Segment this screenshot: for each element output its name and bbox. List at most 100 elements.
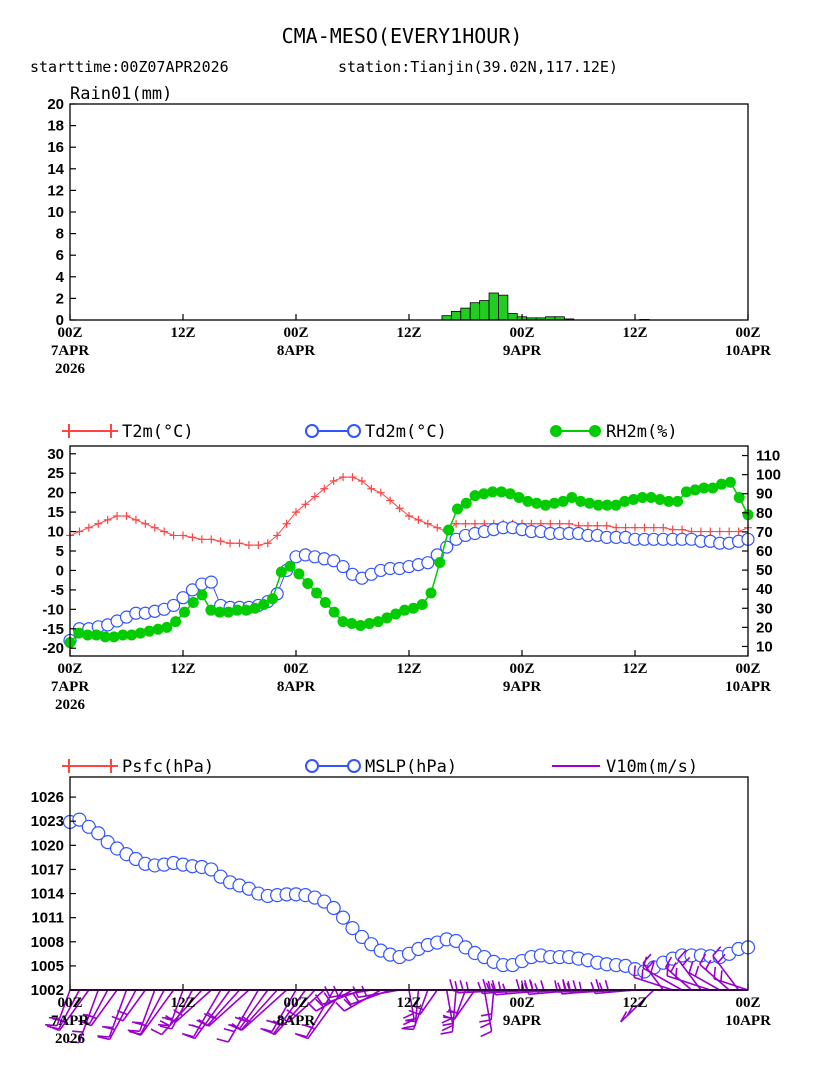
- legend-rh2m-label: RH2m(%): [606, 422, 678, 442]
- t2m-point: [141, 519, 150, 528]
- t2m-point: [84, 523, 93, 532]
- x-tick-year: 2026: [55, 361, 86, 377]
- y-tick-label: 1023: [31, 813, 64, 830]
- wind-barb-flag: [263, 1028, 276, 1036]
- rh2m-point: [267, 593, 279, 605]
- rain-bar: [460, 307, 471, 321]
- y2-tick-label: 40: [756, 581, 773, 598]
- rh2m-point: [434, 556, 446, 568]
- wind-barb-shaft: [665, 966, 693, 991]
- rh2m-point: [187, 597, 199, 609]
- wind-barb-flag: [207, 1012, 218, 1020]
- wind-barb-flag: [633, 965, 636, 978]
- x-tick-year: 2026: [55, 697, 86, 713]
- mslp-point: [354, 929, 370, 945]
- t2m-point: [405, 512, 413, 520]
- rh2m-point: [619, 495, 631, 507]
- mslp-point: [91, 826, 106, 841]
- wind-barb-flag: [694, 965, 700, 977]
- wind-barb-flag: [314, 994, 324, 1005]
- x-tick-year: 2026: [55, 1031, 86, 1047]
- wind-barb-flag: [216, 1038, 229, 1043]
- t2m-point: [640, 523, 649, 532]
- wind-barb-flag: [203, 1012, 215, 1020]
- t2m-point: [696, 527, 705, 536]
- y-tick-label: 18: [47, 118, 64, 135]
- wind-barb-shaft: [240, 989, 278, 1031]
- wind-barb-flag: [515, 978, 521, 991]
- wind-barb-shaft: [238, 989, 269, 1030]
- rh2m-point: [99, 631, 111, 643]
- wind-barb-shaft: [713, 978, 749, 991]
- x-tick-label: 00Z: [283, 325, 308, 341]
- x-tick-label: 12Z: [396, 995, 421, 1011]
- rh2m-point: [522, 495, 534, 507]
- y-tick-label: 20: [47, 485, 64, 502]
- wind-barb-flag: [117, 1009, 128, 1016]
- legend-mslp-label: MSLP(hPa): [365, 757, 457, 777]
- x-tick-label: 00Z: [57, 661, 82, 677]
- t2m-point: [678, 525, 687, 534]
- wind-barb-shaft: [358, 989, 400, 999]
- mslp-point: [326, 900, 341, 916]
- rh2m-point: [240, 604, 252, 616]
- wind-barb-flag: [408, 1009, 421, 1016]
- t2m-point: [113, 512, 122, 520]
- t2m-point: [282, 519, 291, 528]
- mslp-point: [335, 910, 351, 925]
- wind-barb-shaft: [122, 989, 146, 1022]
- wind-barb-flag: [286, 1009, 297, 1017]
- x-tick-label: 00Z: [509, 661, 534, 677]
- rh2m-point: [575, 495, 587, 507]
- t2m-point: [649, 523, 658, 532]
- t2m-point: [433, 523, 442, 532]
- x-tick-label: 12Z: [622, 661, 647, 677]
- t2m-point: [668, 525, 677, 534]
- td2m-point: [336, 559, 350, 574]
- wind-barb-flag: [48, 1016, 60, 1020]
- td2m-point: [204, 575, 218, 589]
- y2-tick-label: 20: [756, 619, 773, 636]
- wind-barb-flag: [67, 1040, 80, 1044]
- t2m-point: [188, 533, 197, 542]
- rh2m-point: [636, 492, 648, 504]
- wind-barb-flag: [307, 1001, 317, 1012]
- legend-td2m: Td2m(°C): [305, 422, 447, 442]
- rh2m-point: [601, 499, 613, 511]
- x-tick-date: 7APR: [51, 343, 89, 359]
- t2m-point: [376, 488, 385, 497]
- wind-barb-flag: [482, 979, 488, 992]
- t2m-point: [348, 473, 357, 482]
- legend-v10m-label: V10m(m/s): [606, 757, 698, 777]
- rh2m-point: [495, 486, 507, 498]
- wind-barb-shaft: [445, 989, 454, 1026]
- subtitle-starttime: starttime:00Z07APR2026: [30, 58, 229, 76]
- wind-barb-flag: [646, 959, 655, 970]
- wind-barb-shaft: [633, 976, 673, 991]
- wind-barb-flag: [523, 982, 530, 995]
- wind-barb-flag: [241, 1015, 252, 1023]
- rain-bar: [469, 302, 481, 321]
- mslp-point: [72, 812, 87, 827]
- y-tick-label: 4: [56, 269, 65, 286]
- t2m-point: [131, 515, 140, 524]
- rh2m-point: [302, 577, 314, 589]
- rh2m-point: [372, 616, 384, 628]
- wind-barb-flag: [534, 983, 540, 994]
- y-tick-label: 1005: [31, 958, 64, 975]
- wind-barb-flag: [296, 1033, 309, 1040]
- wind-barb-shaft: [642, 967, 683, 991]
- wind-barb-flag: [595, 979, 601, 992]
- rh2m-point: [222, 606, 234, 618]
- y-tick-label: 8: [56, 226, 64, 243]
- wind-barb-flag: [480, 1030, 492, 1038]
- y-tick-label: 1011: [31, 910, 64, 927]
- wind-barb-flag: [480, 1022, 491, 1029]
- y-tick-label: 1026: [31, 789, 64, 806]
- wind-barb-shaft: [192, 989, 222, 1038]
- wind-barb-flag: [698, 953, 707, 965]
- wind-barb-flag: [620, 1011, 628, 1023]
- rh2m-point: [478, 488, 490, 500]
- t2m-point: [75, 527, 84, 536]
- t2m-point: [320, 484, 329, 493]
